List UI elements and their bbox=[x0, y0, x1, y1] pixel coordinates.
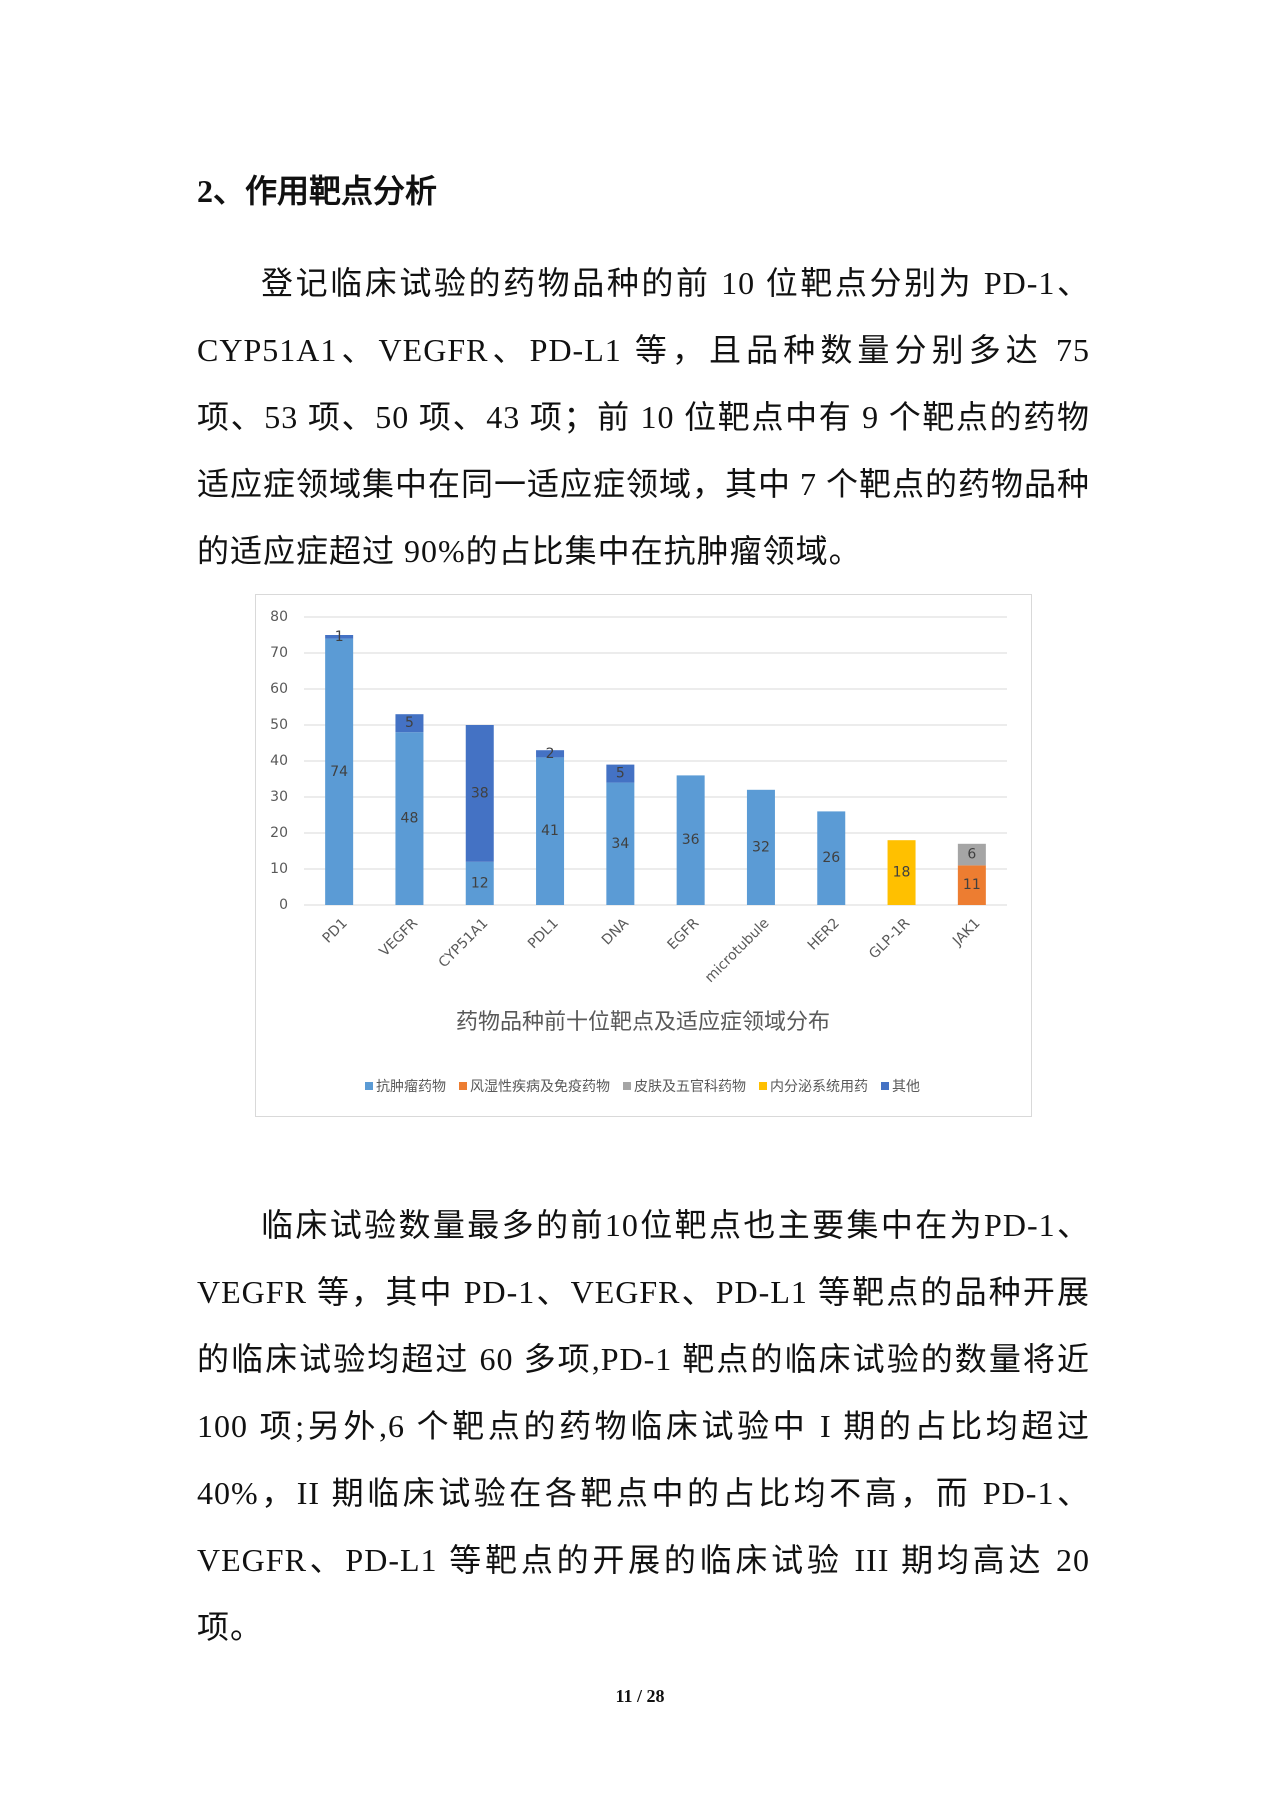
legend-label: 抗肿瘤药物 bbox=[376, 1078, 446, 1095]
y-tick-label: 40 bbox=[270, 753, 288, 769]
bar-segment bbox=[325, 638, 354, 905]
heading: 2、作用靶点分析 bbox=[197, 173, 438, 209]
data-label: 5 bbox=[405, 715, 414, 731]
bar-segment bbox=[746, 789, 775, 905]
bar-segment bbox=[536, 757, 565, 905]
y-tick-label: 50 bbox=[270, 717, 288, 733]
legend-swatch bbox=[459, 1082, 467, 1090]
data-label: 12 bbox=[471, 875, 489, 891]
bar-segment bbox=[676, 775, 705, 905]
data-label: 1 bbox=[335, 629, 344, 645]
data-label: 26 bbox=[822, 850, 840, 866]
legend-swatch bbox=[759, 1082, 767, 1090]
legend-swatch bbox=[623, 1082, 631, 1090]
bar-segment bbox=[817, 811, 846, 905]
data-label: 5 bbox=[616, 766, 625, 782]
data-label: 41 bbox=[541, 823, 559, 839]
bar-segment bbox=[606, 782, 635, 905]
bar-segment bbox=[465, 725, 494, 862]
legend-label: 内分泌系统用药 bbox=[770, 1079, 868, 1095]
chart-title: 药物品种前十位靶点及适应症领域分布 bbox=[456, 1010, 830, 1035]
y-tick-label: 20 bbox=[270, 825, 288, 841]
bar-segment bbox=[395, 732, 424, 905]
y-tick-label: 60 bbox=[270, 681, 288, 697]
data-label: 34 bbox=[611, 836, 629, 852]
data-label: 32 bbox=[752, 839, 770, 855]
bar-segment bbox=[536, 750, 565, 758]
bar-segment bbox=[957, 865, 986, 905]
data-label: 6 bbox=[967, 847, 976, 863]
legend-label: 其他 bbox=[892, 1079, 920, 1095]
legend-label: 风湿性疾病及免疫药物 bbox=[470, 1079, 610, 1095]
data-label: 2 bbox=[546, 746, 555, 762]
data-label: 36 bbox=[682, 832, 700, 848]
data-label: 74 bbox=[330, 764, 348, 780]
paragraph: 登记临床试验的药物品种的前 10 位靶点分别为 PD-1、CYP51A1、VEG… bbox=[197, 265, 1091, 569]
y-tick-label: 30 bbox=[270, 789, 288, 805]
data-label: 11 bbox=[963, 877, 981, 893]
bar-segment bbox=[957, 843, 986, 866]
legend-swatch bbox=[365, 1082, 373, 1090]
y-tick-label: 80 bbox=[270, 609, 288, 625]
data-label: 48 bbox=[401, 811, 419, 827]
bar-segment bbox=[465, 861, 494, 905]
data-label: 38 bbox=[471, 785, 489, 801]
page-number: 11 / 28 bbox=[615, 1686, 665, 1706]
y-tick-label: 0 bbox=[279, 897, 288, 913]
bar-segment bbox=[395, 714, 424, 733]
bar-segment bbox=[887, 840, 916, 905]
bar-segment bbox=[606, 764, 635, 783]
bar-segment bbox=[325, 635, 354, 639]
y-tick-label: 10 bbox=[270, 861, 288, 877]
y-tick-label: 70 bbox=[270, 645, 288, 661]
legend-swatch bbox=[881, 1082, 889, 1090]
chart: 药物品种前十位靶点及适应症领域分布 01020304050607080741PD… bbox=[255, 594, 1032, 1117]
data-label: 18 bbox=[893, 865, 911, 881]
legend-label: 皮肤及五官科药物 bbox=[634, 1079, 746, 1095]
paragraph: 临床试验数量最多的前10位靶点也主要集中在为PD-1、VEGFR 等，其中 PD… bbox=[197, 1207, 1090, 1645]
